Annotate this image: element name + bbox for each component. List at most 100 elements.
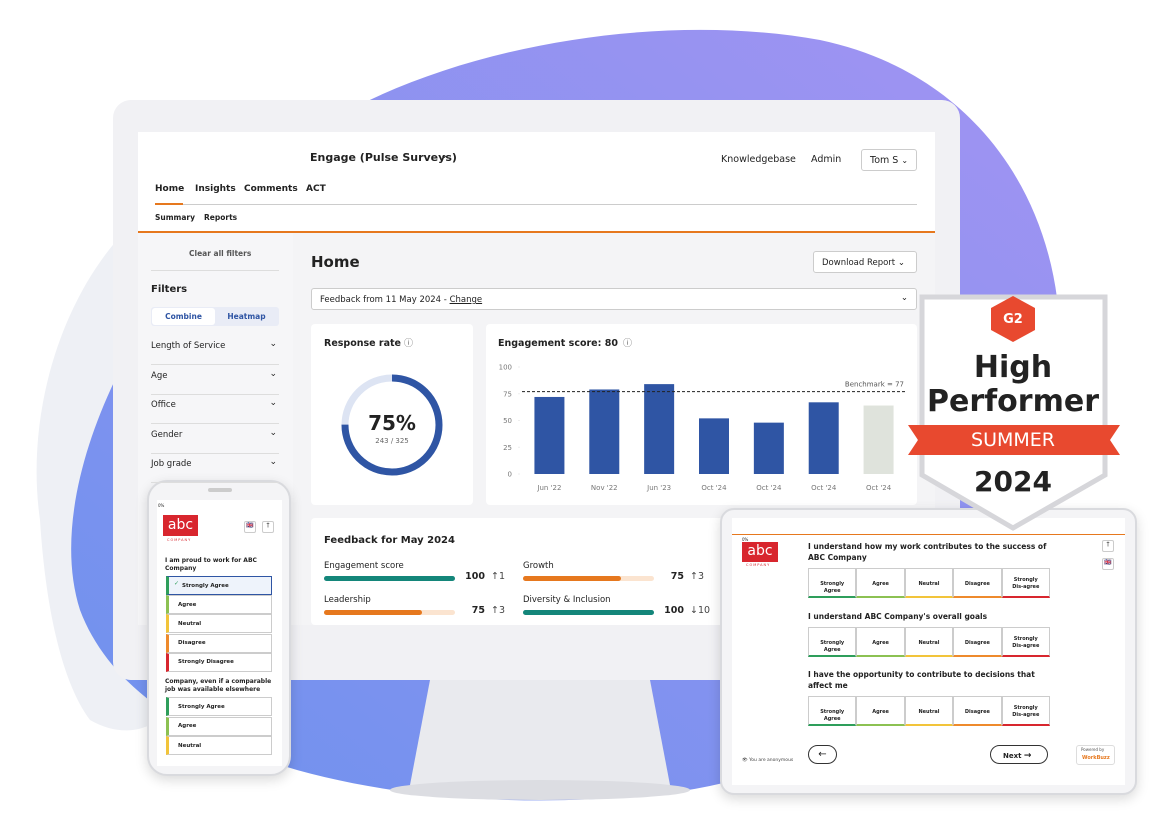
- accessibility-button[interactable]: †: [262, 521, 274, 533]
- answer-option[interactable]: Neutral: [166, 736, 272, 755]
- metric-value: 75: [471, 605, 485, 616]
- language-button[interactable]: 🇬🇧: [1102, 558, 1114, 570]
- bar: [863, 405, 894, 474]
- anonymous-note: 👁 You are anonymous: [742, 758, 794, 763]
- answer-option[interactable]: Neutral: [166, 614, 272, 634]
- metric-name: Leadership: [324, 595, 371, 605]
- bar: [808, 402, 839, 474]
- metric-value: 75: [670, 571, 684, 582]
- product-name[interactable]: Engage (Pulse Surveys): [310, 151, 457, 164]
- page-title: Home: [311, 253, 360, 271]
- metric-change: ↑3: [690, 571, 705, 582]
- question: I have the opportunity to contribute to …: [808, 670, 1035, 690]
- accessibility-button[interactable]: †: [1102, 540, 1114, 552]
- download-button[interactable]: Download Report ⌄: [813, 251, 917, 273]
- answer-option[interactable]: Agree: [856, 696, 905, 726]
- bar: [589, 389, 620, 474]
- language-button[interactable]: 🇬🇧: [244, 521, 256, 533]
- answer-option[interactable]: Strongly Agree: [808, 627, 857, 657]
- y-tick-label: 25: [503, 444, 512, 452]
- back-button[interactable]: ←: [808, 745, 837, 764]
- y-tick-label: 100: [499, 364, 512, 372]
- mode-button[interactable]: Heatmap: [227, 312, 266, 321]
- progress: 0%: [158, 503, 165, 508]
- metric-bar: [324, 576, 455, 581]
- check-icon: ✓: [174, 580, 180, 587]
- change-link[interactable]: Change: [449, 295, 483, 305]
- metric-value: 100: [664, 605, 684, 616]
- bar: [534, 396, 565, 474]
- answer-option[interactable]: Disagree: [166, 633, 272, 653]
- card-title: Engagement score: 80: [498, 338, 618, 349]
- date-selector[interactable]: Feedback from 11 May 2024 - Change ⌄: [311, 288, 917, 310]
- feedback-from: Feedback from 11 May 2024 -: [320, 295, 450, 305]
- donut: [341, 374, 443, 476]
- badge-year: 2024: [974, 465, 1052, 498]
- filter-item[interactable]: Gender ⌄: [151, 428, 279, 454]
- chevron: ⌄: [269, 368, 277, 379]
- powered-box: [1076, 745, 1115, 765]
- metric-bar: [523, 610, 654, 615]
- filter-label: Length of Service: [151, 341, 226, 351]
- subtab[interactable]: Summary: [155, 213, 196, 222]
- answer-option[interactable]: Strongly Agree: [808, 696, 857, 726]
- anonymous-text: You are anonymous: [749, 758, 794, 763]
- answer-option[interactable]: Strongly Dis-agree: [1001, 696, 1050, 726]
- header-rule: [138, 231, 935, 233]
- card-title: Feedback for May 2024: [324, 535, 455, 546]
- subtab[interactable]: Reports: [204, 213, 238, 222]
- answer-option[interactable]: Strongly Agree: [166, 576, 272, 595]
- benchmark-label: Benchmark = 77: [845, 381, 904, 389]
- logo: abc: [163, 515, 198, 536]
- nav-link[interactable]: Knowledgebase: [721, 154, 796, 165]
- next-button[interactable]: Next →: [990, 745, 1048, 764]
- chevron: ⌄: [269, 457, 277, 467]
- answer-option[interactable]: Strongly Dis-agree: [1001, 568, 1050, 598]
- answer-option[interactable]: Strongly Agree: [808, 568, 857, 598]
- mode-button[interactable]: Combine: [152, 308, 215, 325]
- bar: [753, 422, 784, 474]
- nav-link[interactable]: Admin: [811, 154, 842, 165]
- badge-line: High: [973, 350, 1053, 385]
- donut-arc: [341, 374, 443, 476]
- answer-option[interactable]: Strongly Disagree: [166, 652, 272, 672]
- answer-option[interactable]: Disagree: [953, 696, 1002, 726]
- answer-option[interactable]: Disagree: [953, 627, 1002, 657]
- answer-option[interactable]: Agree: [856, 568, 905, 598]
- answer-option[interactable]: Neutral: [904, 696, 954, 726]
- download-label: Download Report: [822, 258, 896, 268]
- tab[interactable]: Insights: [195, 184, 236, 194]
- question: I am proud to work for ABC Company: [165, 557, 257, 572]
- filter-label: Office: [151, 400, 176, 410]
- response-detail: 243 / 325: [375, 437, 409, 445]
- clear-filters[interactable]: Clear all filters: [189, 249, 252, 258]
- answer-option[interactable]: Agree: [166, 716, 272, 736]
- answer-option[interactable]: Agree: [166, 595, 272, 615]
- next-label: Next: [1003, 752, 1022, 760]
- answer-option[interactable]: Neutral: [904, 568, 954, 598]
- tab[interactable]: Home: [155, 184, 185, 194]
- filter-item[interactable]: Age ⌄: [151, 368, 279, 395]
- bar: [644, 384, 675, 474]
- answer-option[interactable]: Agree: [856, 627, 905, 657]
- answer-option[interactable]: Disagree: [953, 568, 1002, 598]
- metric-change: ↑1: [491, 571, 506, 582]
- filter-item[interactable]: Length of Service ⌄: [151, 339, 279, 365]
- badge-season: SUMMER: [971, 429, 1055, 451]
- metric-bar: [324, 610, 423, 615]
- answer-option[interactable]: Strongly Agree: [166, 697, 272, 716]
- x-tick-label: Jun '22: [536, 484, 561, 492]
- filter-item[interactable]: Office ⌄: [151, 398, 279, 424]
- bar-chart: 0 25 50 75 100 Jun '22 Nov '22 Jun '23 Oct '24 Oc…: [499, 364, 906, 492]
- logo-company: COMPANY: [746, 563, 771, 567]
- filter-item[interactable]: Job grade ⌄: [151, 457, 279, 483]
- metric-change: ↓10: [690, 605, 711, 616]
- tab[interactable]: ACT: [306, 184, 326, 194]
- tab[interactable]: Comments: [244, 184, 298, 194]
- metric-name: Growth: [523, 561, 554, 571]
- answer-option[interactable]: Neutral: [904, 627, 954, 657]
- divider: [155, 204, 917, 205]
- answer-option[interactable]: Strongly Dis-agree: [1001, 627, 1050, 657]
- user-menu[interactable]: Tom S ⌄: [861, 149, 917, 171]
